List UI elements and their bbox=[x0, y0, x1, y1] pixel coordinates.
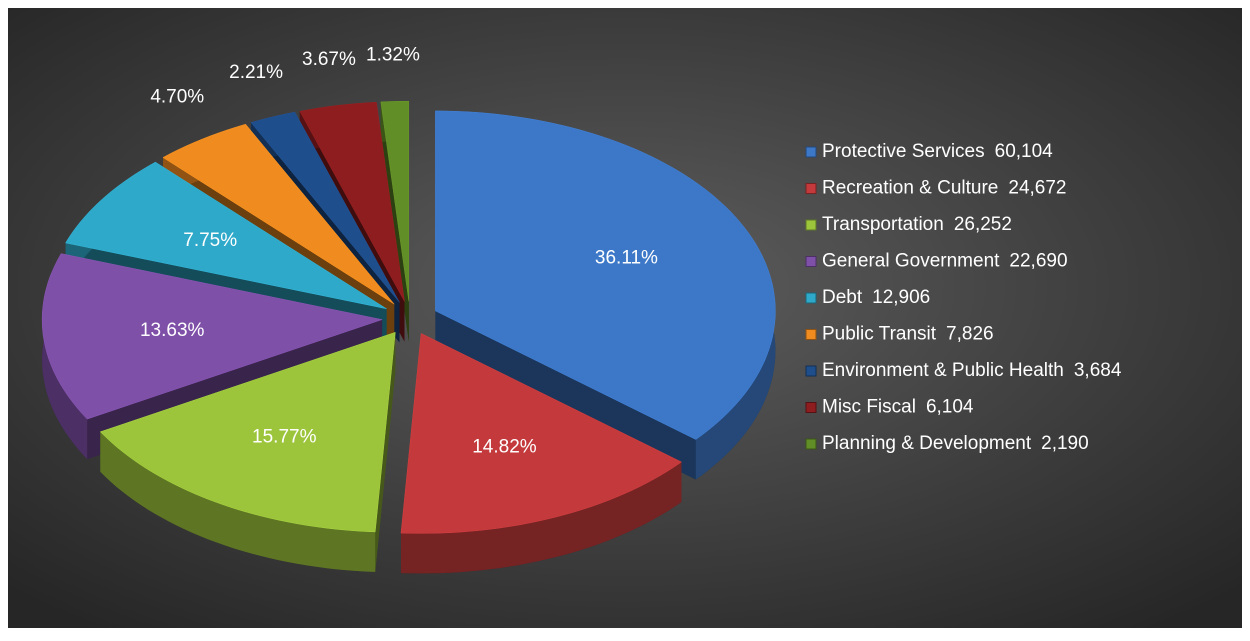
data-label: 13.63% bbox=[140, 320, 205, 341]
slice-wall bbox=[375, 332, 396, 572]
legend-entry: Planning & Development 2,190 bbox=[822, 433, 1089, 454]
legend-value: 7,826 bbox=[946, 324, 994, 345]
legend-value: 22,690 bbox=[1009, 251, 1067, 272]
slice bbox=[435, 110, 776, 440]
legend-entry: Protective Services 60,104 bbox=[822, 141, 1053, 162]
legend-entry: Environment & Public Health 3,684 bbox=[822, 360, 1122, 381]
pie: 36.11% 14.82% 15.77% 13.63% 7.75% 4.70% 2.21% 3… bbox=[41, 44, 776, 574]
legend-label: Recreation & Culture bbox=[822, 178, 998, 199]
legend-label: Public Transit bbox=[822, 324, 937, 345]
legend-label: Environment & Public Health bbox=[822, 360, 1064, 381]
legend-marker bbox=[805, 329, 817, 340]
slice bbox=[162, 123, 395, 305]
legend-entry: Recreation & Culture 24,672 bbox=[822, 178, 1067, 199]
legend-label: Debt bbox=[822, 287, 863, 308]
legend-label: Transportation bbox=[822, 214, 944, 235]
legend-marker bbox=[805, 365, 817, 377]
slice-side bbox=[401, 462, 682, 574]
data-label: 7.75% bbox=[183, 230, 237, 251]
legend-entry: Debt 12,906 bbox=[822, 287, 930, 308]
legend-label: Planning & Development bbox=[822, 433, 1032, 454]
legend-marker bbox=[805, 256, 817, 267]
legend-entry: Transportation 26,252 bbox=[822, 214, 1012, 235]
slice bbox=[250, 111, 400, 303]
legend-value: 26,252 bbox=[954, 214, 1012, 235]
data-label: 36.11% bbox=[595, 248, 658, 269]
data-label: 2.21% bbox=[229, 62, 283, 83]
legend-value: 24,672 bbox=[1008, 178, 1066, 199]
slice bbox=[99, 331, 396, 533]
legend-marker bbox=[805, 219, 817, 231]
slice bbox=[65, 161, 387, 310]
legend-marker bbox=[805, 146, 817, 158]
legend-marker bbox=[805, 402, 817, 413]
legend-marker bbox=[805, 292, 817, 304]
slice bbox=[380, 100, 410, 302]
legend-marker bbox=[805, 183, 817, 194]
slice bbox=[400, 333, 682, 534]
slice bbox=[299, 101, 405, 302]
legend-marker bbox=[805, 438, 817, 450]
legend-label: Misc Fiscal bbox=[822, 397, 916, 418]
legend-value: 6,104 bbox=[926, 397, 974, 418]
data-label: 15.77% bbox=[252, 427, 317, 448]
legend-entry: Misc Fiscal 6,104 bbox=[822, 397, 974, 418]
data-label: 14.82% bbox=[472, 436, 537, 457]
legend-label: Protective Services bbox=[822, 141, 985, 162]
legend-entry: Public Transit 7,826 bbox=[822, 324, 994, 345]
legend-value: 12,906 bbox=[872, 287, 930, 308]
legend-value: 3,684 bbox=[1074, 360, 1122, 381]
legend-entry: General Government 22,690 bbox=[822, 251, 1068, 272]
data-label: 3.67% bbox=[302, 49, 356, 70]
slice bbox=[41, 253, 384, 420]
legend-label: General Government bbox=[822, 251, 1000, 272]
legend: Protective Services 60,104 Recreation & Cu… bbox=[805, 141, 1122, 454]
slice-side bbox=[100, 431, 376, 572]
data-label: 4.70% bbox=[150, 87, 204, 108]
legend-value: 60,104 bbox=[995, 141, 1054, 162]
data-label: 1.32% bbox=[366, 44, 420, 65]
legend-value: 2,190 bbox=[1041, 433, 1089, 454]
